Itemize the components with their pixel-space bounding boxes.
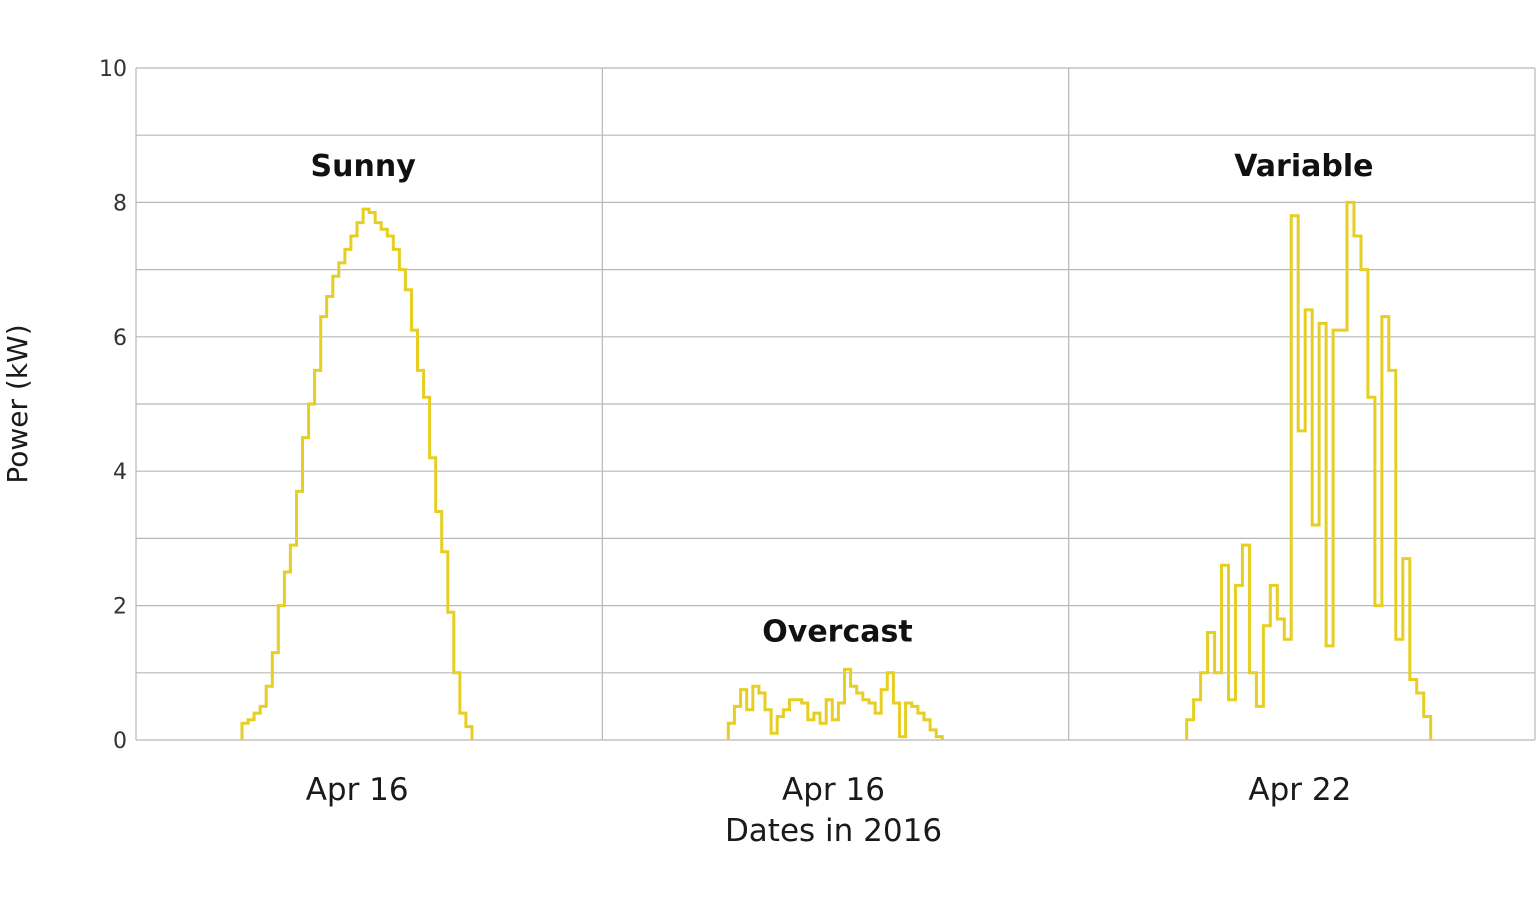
y-axis-title: Power (kW) [1, 324, 34, 483]
y-tick-label: 0 [113, 729, 127, 754]
series-annotation: Variable [1234, 149, 1373, 184]
y-tick-label: 2 [113, 595, 127, 620]
category-label: Apr 16 [782, 772, 885, 808]
y-tick-label: 8 [113, 191, 127, 216]
power-series-line [240, 207, 474, 740]
y-tick-label: 6 [113, 326, 127, 351]
power-series-line [1185, 200, 1433, 740]
y-tick-label: 4 [113, 460, 127, 485]
series-layer [240, 200, 1433, 740]
y-tick-label: 10 [99, 57, 127, 82]
x-axis-title: Dates in 2016 [725, 813, 942, 849]
category-label: Apr 22 [1248, 772, 1351, 808]
label-layer: 0 2 4 6 8 10 Apr 16 Sunny Apr 16 Overcast Apr 22 Va… [99, 57, 1373, 808]
series-annotation: Sunny [311, 149, 417, 184]
power-series-line [726, 667, 944, 740]
gridlines [135, 67, 1536, 741]
category-label: Apr 16 [306, 772, 409, 808]
series-annotation: Overcast [762, 614, 912, 649]
